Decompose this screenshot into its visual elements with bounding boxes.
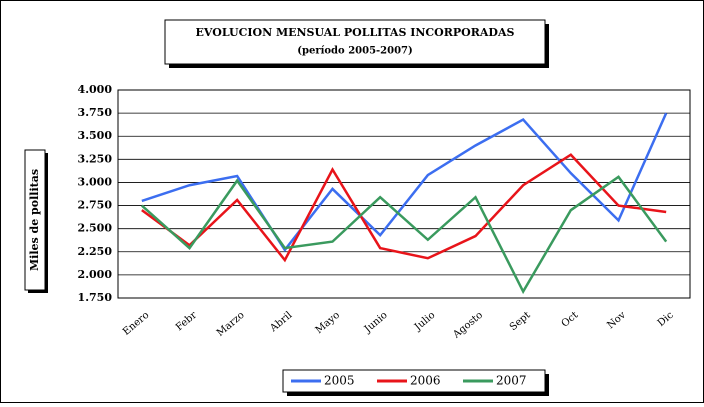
y-tick-label: 2.500 [78, 222, 113, 235]
line-series [141, 112, 668, 253]
y-tick-label: 4.000 [78, 83, 113, 96]
y-tick-label: 2.750 [78, 199, 113, 212]
legend-box [282, 369, 546, 393]
y-axis-label: Miles de pollitas [28, 169, 41, 271]
legend-label: 2007 [496, 374, 527, 388]
y-tick-label: 1.750 [78, 291, 113, 304]
line-series [141, 153, 667, 263]
chart-subtitle: (período 2005-2007) [297, 46, 413, 57]
line-series [141, 175, 668, 295]
y-tick-label: 3.500 [78, 129, 113, 142]
y-tick-label: 3.250 [78, 152, 113, 165]
y-label-box [24, 149, 46, 291]
y-tick-label: 2.250 [78, 245, 113, 258]
y-tick-label: 3.750 [78, 106, 113, 119]
title-box [164, 19, 546, 65]
legend-label: 2006 [410, 374, 441, 388]
y-tick-label: 3.000 [78, 175, 113, 188]
chart-title: EVOLUCION MENSUAL POLLITAS INCORPORADAS [196, 26, 515, 39]
y-tick-label: 2.000 [78, 268, 113, 281]
legend-label: 2005 [324, 374, 355, 388]
